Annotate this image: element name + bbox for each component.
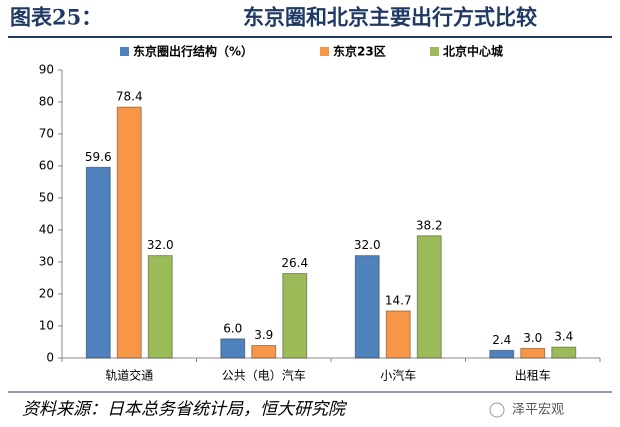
bar <box>551 346 577 359</box>
bar <box>220 338 246 359</box>
value-label: 3.4 <box>554 330 573 344</box>
y-tick-label: 60 <box>39 159 54 173</box>
bar <box>251 345 277 359</box>
x-tick-label: 出租车 <box>515 368 551 383</box>
legend-swatch <box>320 47 329 56</box>
value-label: 14.7 <box>385 293 412 307</box>
y-tick-label: 0 <box>46 351 54 365</box>
legend-label: 东京23区 <box>333 44 386 59</box>
chart-title: 东京圈和北京主要出行方式比较 <box>243 5 537 30</box>
bar <box>385 310 411 359</box>
value-label: 3.9 <box>254 328 273 342</box>
value-label: 59.6 <box>85 150 112 164</box>
y-tick-label: 20 <box>39 287 54 301</box>
legend-swatch <box>120 47 129 56</box>
value-label: 32.0 <box>147 238 174 252</box>
y-tick-label: 70 <box>39 127 54 141</box>
y-tick-label: 50 <box>39 191 54 205</box>
value-label: 2.4 <box>492 333 511 347</box>
y-tick-label: 40 <box>39 223 54 237</box>
y-tick-label: 10 <box>39 319 54 333</box>
bar <box>489 349 515 359</box>
y-tick-label: 30 <box>39 255 54 269</box>
legend-label: 北京中心城 <box>443 44 503 59</box>
bar <box>282 273 308 359</box>
source-note: 资料来源：日本总务省统计局，恒大研究院 <box>22 400 348 420</box>
x-tick-label: 小汽车 <box>380 368 416 383</box>
bar <box>416 235 442 359</box>
value-label: 26.4 <box>281 256 308 270</box>
bar <box>147 255 173 359</box>
bar <box>116 106 142 359</box>
watermark: 泽平宏观 <box>512 403 564 418</box>
y-tick-label: 80 <box>39 95 54 109</box>
value-label: 3.0 <box>523 331 542 345</box>
x-tick-label: 公共（电）汽车 <box>222 368 306 383</box>
value-label: 32.0 <box>354 238 381 252</box>
bar <box>354 255 380 359</box>
bar <box>85 166 111 359</box>
bar <box>520 347 546 359</box>
value-label: 78.4 <box>116 90 143 104</box>
y-tick-label: 90 <box>39 63 54 77</box>
value-label: 38.2 <box>416 218 443 232</box>
legend-label: 东京圈出行结构（%） <box>133 44 253 59</box>
value-label: 6.0 <box>223 321 242 335</box>
watermark-icon <box>489 402 505 418</box>
figure-label: 图表25： <box>10 5 102 30</box>
x-tick-label: 轨道交通 <box>105 368 153 383</box>
legend-swatch <box>430 47 439 56</box>
